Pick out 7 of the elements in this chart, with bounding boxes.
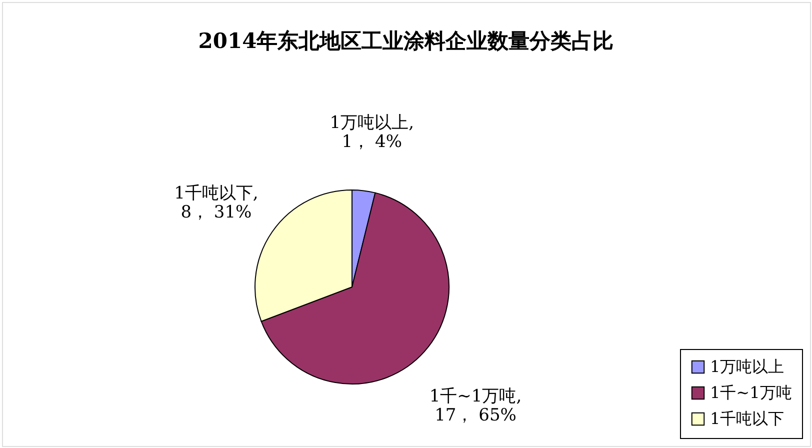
chart-title: 2014年东北地区工业涂料企业数量分类占比 [198, 28, 614, 53]
legend-label: 1万吨以上 [710, 357, 784, 376]
data-label: 1千~1万吨, 17， 65% [429, 386, 522, 426]
data-label: 1千吨以下, 8， 31% [174, 183, 258, 222]
legend-label: 1千吨以下 [710, 409, 784, 428]
data-label: 1万吨以上, 1， 4% [330, 113, 414, 152]
legend-label: 1千~1万吨 [710, 383, 792, 402]
